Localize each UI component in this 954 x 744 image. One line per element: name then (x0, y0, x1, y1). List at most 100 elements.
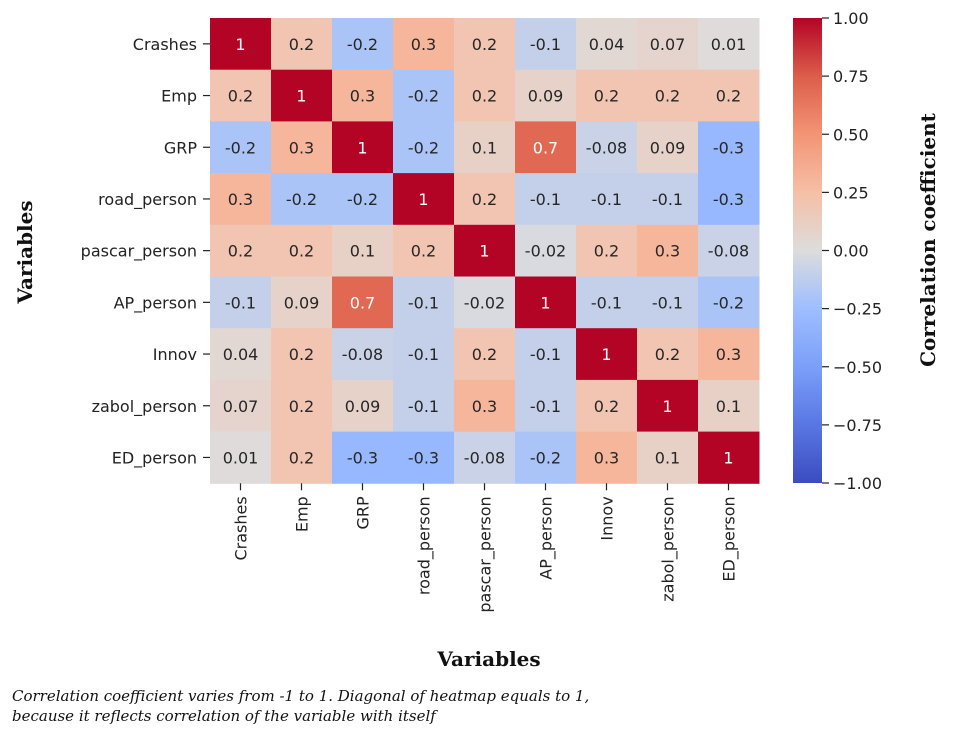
heatmap-cell-ED_person-AP_person (515, 431, 577, 484)
heatmap-cell-ED_person-Emp (271, 431, 333, 484)
cell-value-AP_person-Innov: -0.1 (591, 293, 622, 312)
heatmap-cell-zabol_person-ED_person (698, 379, 760, 433)
heatmap-cell-Emp-Emp (271, 69, 333, 122)
cell-value-GRP-GRP: 1 (357, 138, 367, 157)
x-tick-label-ED_person: ED_person (720, 496, 740, 581)
heatmap-cell-ED_person-road_person (393, 431, 455, 484)
heatmap-cell-Emp-pascar_person (454, 69, 516, 122)
cell-value-ED_person-pascar_person: -0.08 (464, 448, 505, 467)
heatmap-cell-Innov-GRP (332, 328, 394, 381)
cell-value-Emp-Emp: 1 (296, 87, 306, 106)
heatmap-cell-AP_person-ED_person (698, 276, 760, 329)
cell-value-ED_person-GRP: -0.3 (347, 448, 378, 467)
cell-value-zabol_person-zabol_person: 1 (662, 397, 672, 416)
x-tick-label-Innov: Innov (598, 496, 617, 540)
heatmap-cell-Crashes-Crashes (210, 18, 272, 71)
x-tick-label-Emp: Emp (293, 496, 312, 532)
heatmap-cell-road_person-zabol_person (637, 173, 699, 226)
cell-value-GRP-Innov: -0.08 (586, 138, 627, 157)
cell-value-Crashes-zabol_person: 0.07 (650, 35, 686, 54)
cell-value-Crashes-ED_person: 0.01 (711, 35, 747, 54)
cell-value-Crashes-Emp: 0.2 (289, 35, 314, 54)
cell-value-pascar_person-GRP: 0.1 (350, 242, 375, 261)
heatmap-cell-road_person-Crashes (210, 173, 272, 226)
heatmap-cell-zabol_person-Crashes (210, 379, 272, 433)
cell-value-road_person-GRP: -0.2 (347, 190, 378, 209)
heatmap-cell-zabol_person-zabol_person (637, 379, 699, 433)
cell-value-Emp-GRP: 0.3 (350, 87, 375, 106)
cell-value-pascar_person-Crashes: 0.2 (228, 242, 253, 261)
cell-value-Innov-AP_person: -0.1 (530, 345, 561, 364)
caption-line-2: because it reflects correlation of the v… (12, 707, 436, 725)
cell-value-zabol_person-GRP: 0.09 (345, 397, 381, 416)
cell-value-AP_person-zabol_person: -0.1 (652, 293, 683, 312)
cell-value-Crashes-Innov: 0.04 (589, 35, 625, 54)
cell-value-ED_person-AP_person: -0.2 (530, 448, 561, 467)
heatmap-cell-ED_person-Innov (576, 431, 638, 484)
cell-value-Emp-pascar_person: 0.2 (472, 87, 497, 106)
x-axis-ticks: Crashes Emp GRP road_person pascar_person AP_… (232, 483, 740, 613)
cell-value-Emp-ED_person: 0.2 (716, 87, 741, 106)
y-tick-label-pascar_person: pascar_person (81, 242, 197, 262)
heatmap-cell-GRP-ED_person (698, 121, 760, 174)
heatmap-cell-pascar_person-ED_person (698, 224, 760, 277)
cell-value-Crashes-AP_person: -0.1 (530, 35, 561, 54)
x-tick-label-road_person: road_person (415, 496, 435, 595)
colorbar-tick-label: 0.50 (833, 125, 869, 144)
cell-value-AP_person-AP_person: 1 (540, 293, 550, 312)
y-tick-label-Emp: Emp (161, 87, 197, 106)
correlation-heatmap: 1 0.2 -0.2 0.3 0.2 -0.1 0.04 0.07 0.01 0.2 1 0.3 -0.… (13, 9, 940, 671)
heatmap-cell-Innov-pascar_person (454, 328, 516, 381)
cell-value-zabol_person-pascar_person: 0.3 (472, 397, 497, 416)
heatmap-cell-Crashes-Innov (576, 18, 638, 71)
heatmap-cell-Emp-Crashes (210, 69, 272, 122)
heatmap-cell-GRP-Crashes (210, 121, 272, 174)
colorbar-tick-label: −1.00 (833, 474, 882, 493)
y-tick-label-AP_person: AP_person (114, 293, 197, 313)
y-tick-label-road_person: road_person (98, 190, 197, 210)
cell-value-pascar_person-zabol_person: 0.3 (655, 242, 680, 261)
heatmap-cell-Crashes-ED_person (698, 18, 760, 71)
cell-value-AP_person-ED_person: -0.2 (713, 293, 744, 312)
heatmap-cell-ED_person-Crashes (210, 431, 272, 484)
cell-value-pascar_person-pascar_person: 1 (479, 242, 489, 261)
heatmap-cell-Emp-AP_person (515, 69, 577, 122)
heatmap-cell-zabol_person-Innov (576, 379, 638, 433)
cell-value-GRP-road_person: -0.2 (408, 138, 439, 157)
cell-value-Innov-road_person: -0.1 (408, 345, 439, 364)
heatmap-cell-Emp-ED_person (698, 69, 760, 122)
heatmap-cell-zabol_person-Emp (271, 379, 333, 433)
colorbar-tick-label: −0.75 (833, 416, 882, 435)
cell-value-road_person-road_person: 1 (418, 190, 428, 209)
cell-value-GRP-Crashes: -0.2 (225, 138, 256, 157)
heatmap-cell-AP_person-Emp (271, 276, 333, 329)
cell-value-zabol_person-Emp: 0.2 (289, 397, 314, 416)
heatmap-cell-road_person-GRP (332, 173, 394, 226)
cell-value-zabol_person-Innov: 0.2 (594, 397, 619, 416)
colorbar-ticks: 1.00 0.75 0.50 0.25 0.00 −0.25 −0.50 −0.75 −1.00 (822, 9, 882, 493)
cell-value-road_person-Emp: -0.2 (286, 190, 317, 209)
colorbar-tick-label: 0.25 (833, 183, 869, 202)
x-axis-label: Variables (436, 647, 540, 671)
heatmap-cell-pascar_person-GRP (332, 224, 394, 277)
cell-value-road_person-ED_person: -0.3 (713, 190, 744, 209)
colorbar (793, 18, 822, 483)
x-tick-label-zabol_person: zabol_person (659, 496, 679, 601)
y-tick-label-Innov: Innov (153, 345, 197, 364)
heatmap-cell-Innov-Innov (576, 328, 638, 381)
cell-value-pascar_person-Emp: 0.2 (289, 242, 314, 261)
heatmap-cell-Innov-Emp (271, 328, 333, 381)
cell-value-GRP-Emp: 0.3 (289, 138, 314, 157)
cell-value-zabol_person-road_person: -0.1 (408, 397, 439, 416)
colorbar-label: Correlation coefficient (916, 112, 940, 367)
caption-line-1: Correlation coefficient varies from -1 t… (12, 687, 590, 705)
heatmap-cell-pascar_person-AP_person (515, 224, 577, 277)
cell-value-ED_person-Emp: 0.2 (289, 448, 314, 467)
cell-value-Innov-Crashes: 0.04 (223, 345, 259, 364)
cell-value-pascar_person-road_person: 0.2 (411, 242, 436, 261)
cell-value-Crashes-GRP: -0.2 (347, 35, 378, 54)
heatmap-cell-pascar_person-pascar_person (454, 224, 516, 277)
cell-value-Innov-zabol_person: 0.2 (655, 345, 680, 364)
cell-value-Innov-GRP: -0.08 (342, 345, 383, 364)
cell-value-pascar_person-AP_person: -0.02 (525, 242, 566, 261)
